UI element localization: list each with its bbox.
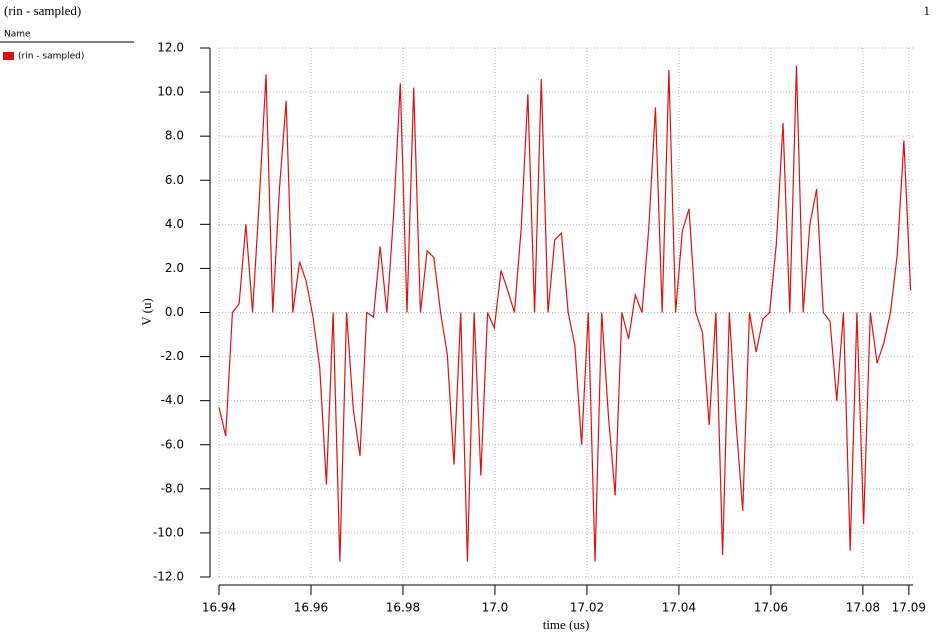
y-tick-label: -10.0 (153, 525, 184, 539)
y-tick-label: -4.0 (161, 393, 184, 407)
x-axis-label: time (us) (543, 617, 590, 632)
y-tick-label: 2.0 (165, 261, 184, 275)
x-tick-label: 17.04 (662, 601, 696, 615)
x-tick-label: 16.98 (386, 601, 420, 615)
y-tick-label: 0.0 (165, 305, 184, 319)
x-tick-label: 17.06 (754, 601, 788, 615)
x-tick-label: 17.02 (570, 601, 604, 615)
y-tick-label: 10.0 (157, 85, 184, 99)
y-tick-label: -12.0 (153, 570, 184, 584)
y-tick-label: -2.0 (161, 349, 184, 363)
y-tick-label: -6.0 (161, 437, 184, 451)
x-tick-label: 17.0 (482, 601, 509, 615)
series-line (218, 65, 912, 562)
y-axis-label: V (u) (139, 298, 154, 326)
x-tick-label: 17.08 (846, 601, 880, 615)
legend-swatch (3, 52, 14, 60)
x-tick-label: 17.09 (892, 601, 926, 615)
x-tick-label: 16.94 (202, 601, 236, 615)
y-tick-label: 6.0 (165, 173, 184, 187)
y-tick-label: -8.0 (161, 481, 184, 495)
x-tick-label: 16.96 (294, 601, 328, 615)
page-number: 1 (924, 3, 931, 18)
y-tick-label: 12.0 (157, 41, 184, 55)
legend-header: Name (4, 30, 31, 40)
y-tick-label: 8.0 (165, 129, 184, 143)
legend-entry: (rin - sampled) (18, 52, 84, 62)
y-tick-label: 4.0 (165, 217, 184, 231)
window-title: (rin - sampled) (4, 3, 81, 18)
